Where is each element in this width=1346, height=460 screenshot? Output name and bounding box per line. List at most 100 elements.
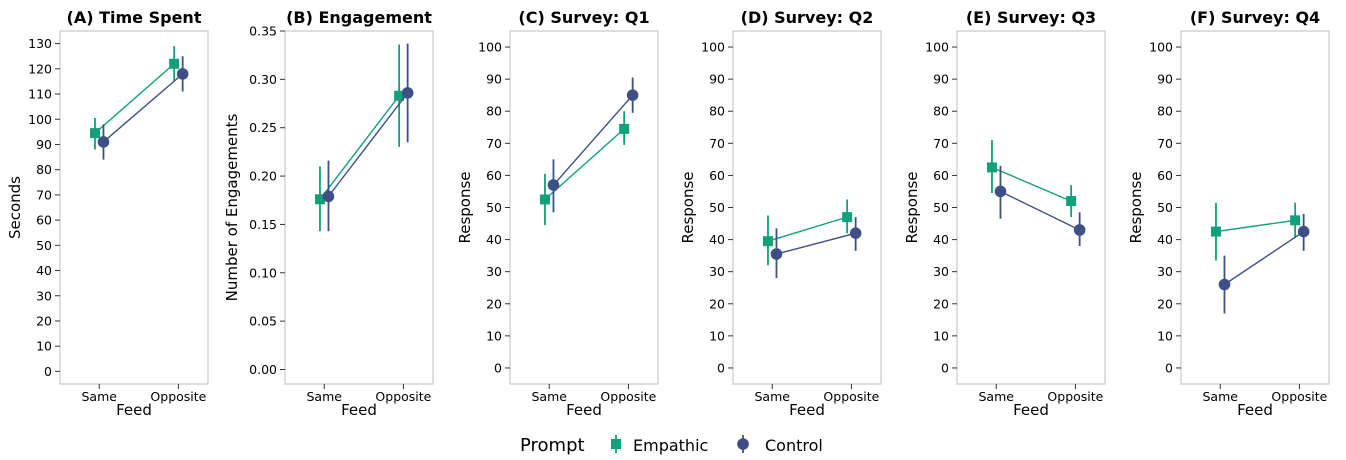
panel-b-control-point (322, 190, 335, 203)
panel-c-xlabel: Feed (566, 401, 602, 419)
panel-a-ytick-label: 70 (36, 187, 52, 202)
legend-empathic-marker (611, 439, 621, 449)
panel-f-ytick-label: 0 (1165, 360, 1173, 375)
panel-d-empathic-line (767, 216, 848, 242)
panel-b-control-line (327, 92, 409, 197)
panel-e-xlabel: Feed (1013, 401, 1049, 419)
panel-b-xtick-label: Opposite (375, 389, 431, 404)
panel-d-title: (D) Survey: Q2 (741, 8, 874, 27)
panel-b-ytick-label: 0.10 (249, 265, 277, 280)
panel-b-xtick-label: Same (306, 389, 342, 404)
panel-c-frame (509, 30, 659, 385)
panel-c-control-line (552, 94, 634, 186)
panel-e-xtick-label: Opposite (1047, 389, 1103, 404)
panel-c-ylabel: Response (456, 171, 474, 243)
panel-d-ylabel: Response (679, 171, 697, 243)
panel-e-ytick-label: 90 (933, 72, 949, 87)
panel-b: (B) Engagement 0.00 0.05 0.10 0.15 0.20 0.25 0.… (223, 8, 434, 419)
panel-c-ytick-label: 100 (478, 40, 502, 55)
panel-c-title: (C) Survey: Q1 (518, 8, 649, 27)
panel-a-ytick-label: 80 (36, 162, 52, 177)
panel-e-ytick-label: 50 (933, 200, 949, 215)
panel-d-xtick-label: Opposite (823, 389, 879, 404)
panel-e-empathic-line (991, 166, 1072, 202)
panel-d-ytick-label: 40 (709, 232, 725, 247)
panel-c-ytick-label: 40 (486, 232, 502, 247)
panel-a-ytick-label: 50 (36, 238, 52, 253)
panel-d-ytick-label: 60 (709, 168, 725, 183)
panel-a-ytick-label: 110 (28, 87, 52, 102)
panel-f-ytick-label: 60 (1157, 168, 1173, 183)
panel-f-empathic-line (1215, 219, 1296, 233)
panel-a: (A) Time Spent 0 10 20 30 40 50 60 70 80 90 100 110 1… (6, 8, 209, 419)
panel-c-ytick-label: 30 (486, 264, 502, 279)
panel-f-frame (1180, 30, 1330, 385)
legend-entry-empathic: Empathic (611, 435, 708, 455)
panel-f-ytick-label: 50 (1157, 200, 1173, 215)
panel-a-xtick-label: Same (81, 389, 117, 404)
panel-d-empathic-point (762, 236, 773, 247)
panel-c-empathic-point (619, 123, 630, 134)
legend-control-marker (737, 438, 749, 450)
legend-empathic-label: Empathic (633, 436, 708, 455)
panel-b-ytick-label: 0.20 (249, 169, 277, 184)
panel-c: (C) Survey: Q1 0 10 20 30 40 50 60 70 80 90 100 Same… (456, 8, 659, 419)
panel-c-ytick-label: 0 (494, 360, 502, 375)
panel-e-control-point (1073, 224, 1086, 236)
panel-c-xtick-label: Same (531, 389, 567, 404)
panel-d-empathic-point (842, 212, 853, 223)
panel-e-ytick-label: 100 (925, 40, 949, 55)
panel-e-ytick-label: 10 (933, 328, 949, 343)
panel-f-ytick-label: 20 (1157, 296, 1173, 311)
panel-c-control-point (626, 89, 639, 101)
panel-a-ytick-label: 90 (36, 137, 52, 152)
panel-f-control-point (1297, 225, 1310, 238)
panel-f-xlabel: Feed (1237, 401, 1273, 419)
panel-e-title: (E) Survey: Q3 (966, 8, 1096, 27)
legend-control-label: Control (765, 436, 823, 455)
panel-d: (D) Survey: Q2 0 10 20 30 40 50 60 70 80 90 100 Same… (679, 8, 882, 419)
panel-c-ytick-label: 50 (486, 200, 502, 215)
panel-c-ytick-label: 90 (486, 72, 502, 87)
panel-f-ytick-label: 10 (1157, 328, 1173, 343)
panel-b-ylabel: Number of Engagements (223, 113, 241, 301)
panel-b-control-point (401, 87, 414, 99)
panel-f-control-point (1218, 278, 1231, 291)
panel-d-ytick-label: 30 (709, 264, 725, 279)
panel-a-control-point (176, 68, 189, 80)
panel-b-ytick-label: 0.05 (249, 314, 277, 329)
panel-d-ytick-label: 70 (709, 136, 725, 151)
panel-a-control-point (97, 136, 110, 148)
panel-e-ytick-label: 80 (933, 104, 949, 119)
panel-f-empathic-point (1290, 215, 1301, 226)
panel-b-xlabel: Feed (341, 401, 377, 419)
panel-b-ytick-label: 0.15 (249, 217, 277, 232)
panel-d-ytick-label: 80 (709, 104, 725, 119)
panel-a-empathic-point (169, 58, 180, 69)
panel-a-ytick-label: 20 (36, 313, 52, 328)
legend: Prompt Empathic Control (520, 435, 823, 456)
panel-d-xtick-label: Same (754, 389, 790, 404)
panel-a-ytick-label: 130 (28, 36, 52, 51)
panel-e-ytick-label: 20 (933, 296, 949, 311)
panel-c-ytick-label: 60 (486, 168, 502, 183)
panel-a-ylabel: Seconds (6, 176, 24, 239)
panel-a-empathic-line (94, 63, 175, 134)
panel-a-ytick-label: 40 (36, 263, 52, 278)
panel-a-ytick-label: 60 (36, 213, 52, 228)
panel-c-empathic-point (539, 194, 550, 205)
panel-d-ytick-label: 90 (709, 72, 725, 87)
panel-a-xlabel: Feed (116, 401, 152, 419)
panel-e-ylabel: Response (903, 171, 921, 243)
panel-e-control-line (1000, 190, 1080, 231)
panel-d-frame (732, 30, 882, 385)
panel-f-ytick-label: 30 (1157, 264, 1173, 279)
panel-f-ytick-label: 70 (1157, 136, 1173, 151)
panel-e-empathic-point (986, 162, 997, 173)
panel-a-title: (A) Time Spent (67, 8, 202, 27)
panel-d-ytick-label: 20 (709, 296, 725, 311)
panel-f-ytick-label: 40 (1157, 232, 1173, 247)
panel-e: (E) Survey: Q3 0 10 20 30 40 50 60 70 80 90 100 Same… (903, 8, 1106, 419)
panel-e-empathic-point (1066, 196, 1077, 207)
panel-e-ytick-label: 70 (933, 136, 949, 151)
